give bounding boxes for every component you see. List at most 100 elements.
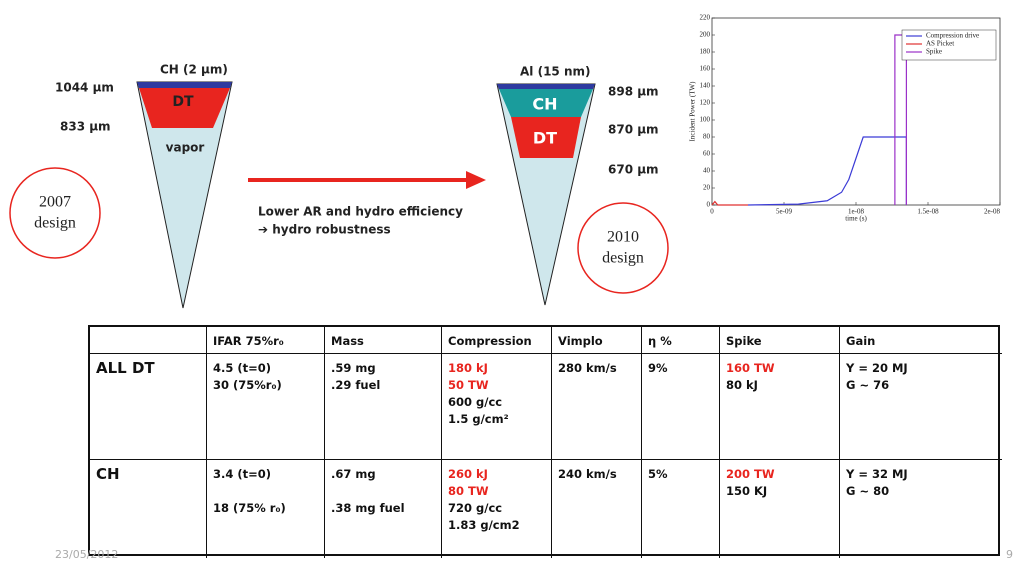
- header-cell: Gain: [840, 327, 1002, 354]
- data-cell: 240 km/s: [552, 460, 642, 558]
- y-tick-label: 120: [700, 99, 711, 107]
- cell-text: .38 mg fuel: [331, 501, 405, 515]
- data-cell: .59 mg .29 fuel: [325, 354, 442, 460]
- cell-text: IFAR 75%r₀: [213, 334, 284, 348]
- cell-text: 720 g/cc: [448, 501, 503, 515]
- series-line: [747, 136, 907, 206]
- data-cell: 9%: [642, 354, 720, 460]
- badge-year: 2010: [607, 229, 639, 246]
- badge-year: 2007: [39, 194, 71, 211]
- cell-text: 600 g/cc: [448, 395, 503, 409]
- cell-text: .67 mg: [331, 467, 376, 481]
- series-line: [711, 200, 748, 206]
- cell-text: Gain: [846, 334, 876, 348]
- badge-word: design: [602, 250, 644, 267]
- footer-page: 9: [1006, 548, 1013, 561]
- design-badge: [577, 202, 669, 294]
- power-chart: 0 20 40 60 80 100 120 140 160 180 200 220 0 5e-09 1e-0…: [689, 14, 1001, 223]
- y-tick-label: 20: [703, 184, 711, 192]
- left-layer-label: CH (2 μm): [160, 63, 228, 77]
- data-cell: Y = 32 MJ G ~ 80: [840, 460, 1002, 558]
- results-table: IFAR 75%r₀ Mass Compression Vimplo η % Spike G…: [88, 325, 1002, 558]
- x-tick-label: 1e-08: [848, 208, 864, 216]
- right-fuel-label: DT: [533, 129, 557, 148]
- arrow-text: Lower AR and hydro efficiency: [258, 205, 463, 219]
- cell-text: .29 fuel: [331, 378, 381, 392]
- cell-text: 280 km/s: [558, 361, 617, 375]
- row-label-cell: ALL DT: [90, 354, 207, 460]
- y-tick-label: 0: [707, 201, 711, 209]
- y-tick-label: 80: [703, 133, 711, 141]
- cell-text: 9%: [648, 361, 668, 375]
- cell-text: Compression: [448, 334, 532, 348]
- data-cell: .67 mg .38 mg fuel: [325, 460, 442, 558]
- left-fuel-layer: [139, 88, 230, 128]
- x-tick-label: 1.5e-08: [917, 208, 939, 216]
- cell-text: 180 kJ: [448, 361, 488, 375]
- cell-text: 1.5 g/cm²: [448, 412, 509, 426]
- legend-label: Spike: [926, 48, 942, 56]
- right-radius-label: 670 μm: [608, 163, 659, 177]
- left-radius-label: 833 μm: [60, 120, 111, 134]
- header-cell: Compression: [442, 327, 552, 354]
- x-tick-label: 0: [710, 208, 714, 216]
- cell-text: Spike: [726, 334, 762, 348]
- data-cell: 180 kJ 50 TW 600 g/cc 1.5 g/cm²: [442, 354, 552, 460]
- data-cell: 4.5 (t=0) 30 (75%r₀): [207, 354, 325, 460]
- cell-text: G ~ 80: [846, 484, 890, 498]
- cell-text: 3.4 (t=0): [213, 467, 272, 481]
- left-core-label: vapor: [166, 141, 205, 155]
- y-tick-label: 140: [700, 82, 711, 90]
- header-cell: Vimplo: [552, 327, 642, 354]
- legend-label: Compression drive: [926, 32, 979, 40]
- header-cell: IFAR 75%r₀: [207, 327, 325, 354]
- x-tick-label: 5e-09: [776, 208, 792, 216]
- header-cell: Spike: [720, 327, 840, 354]
- left-radius-label: 1044 μm: [55, 81, 114, 95]
- cell-text: Vimplo: [558, 334, 603, 348]
- cell-text: 18 (75% r₀): [213, 501, 286, 515]
- right-fuel-layer: [511, 117, 581, 158]
- cell-text: 260 kJ: [448, 467, 488, 481]
- y-tick-label: 60: [703, 150, 711, 158]
- cell-text: 5%: [648, 467, 668, 481]
- x-axis-label: time (s): [845, 215, 867, 223]
- y-tick-label: 200: [700, 31, 711, 39]
- cell-text: η %: [648, 334, 672, 348]
- cell-text: 160 TW: [726, 361, 775, 375]
- cell-text: 1.83 g/cm2: [448, 518, 520, 532]
- cell-text: Y = 20 MJ: [846, 361, 908, 375]
- badge-word: design: [34, 215, 76, 232]
- right-ablator-label: CH: [532, 95, 557, 114]
- left-fuel-label: DT: [172, 94, 194, 110]
- footer-date: 23/05/2012: [55, 548, 119, 561]
- legend-label: AS Picket: [926, 40, 954, 48]
- cell-text: 80 kJ: [726, 378, 758, 392]
- right-layer-label: Al (15 nm): [520, 65, 590, 79]
- y-tick-label: 180: [700, 48, 711, 56]
- cell-text: 30 (75%r₀): [213, 378, 282, 392]
- data-cell: 280 km/s: [552, 354, 642, 460]
- legend-box: [901, 29, 997, 61]
- right-ablator-layer: [499, 89, 593, 117]
- cell-text: 200 TW: [726, 467, 775, 481]
- y-tick-label: 220: [700, 14, 711, 22]
- data-cell: 160 TW 80 kJ: [720, 354, 840, 460]
- cell-text: ALL DT: [96, 359, 155, 377]
- data-cell: 260 kJ 80 TW 720 g/cc 1.83 g/cm2: [442, 460, 552, 558]
- cell-text: 240 km/s: [558, 467, 617, 481]
- cell-text: 80 TW: [448, 484, 489, 498]
- right-radius-label: 898 μm: [608, 85, 659, 99]
- x-tick-label: 2e-08: [984, 208, 1000, 216]
- header-cell: η %: [642, 327, 720, 354]
- right-radius-label: 870 μm: [608, 123, 659, 137]
- cell-text: 50 TW: [448, 378, 489, 392]
- cell-text: 4.5 (t=0): [213, 361, 272, 375]
- arrow-head: [466, 171, 486, 189]
- left-ablator-layer: [137, 82, 232, 88]
- y-axis-label: Incident Power (TW): [689, 81, 697, 142]
- y-tick-label: 40: [703, 167, 711, 175]
- arrow-text: ➔ hydro robustness: [258, 223, 391, 237]
